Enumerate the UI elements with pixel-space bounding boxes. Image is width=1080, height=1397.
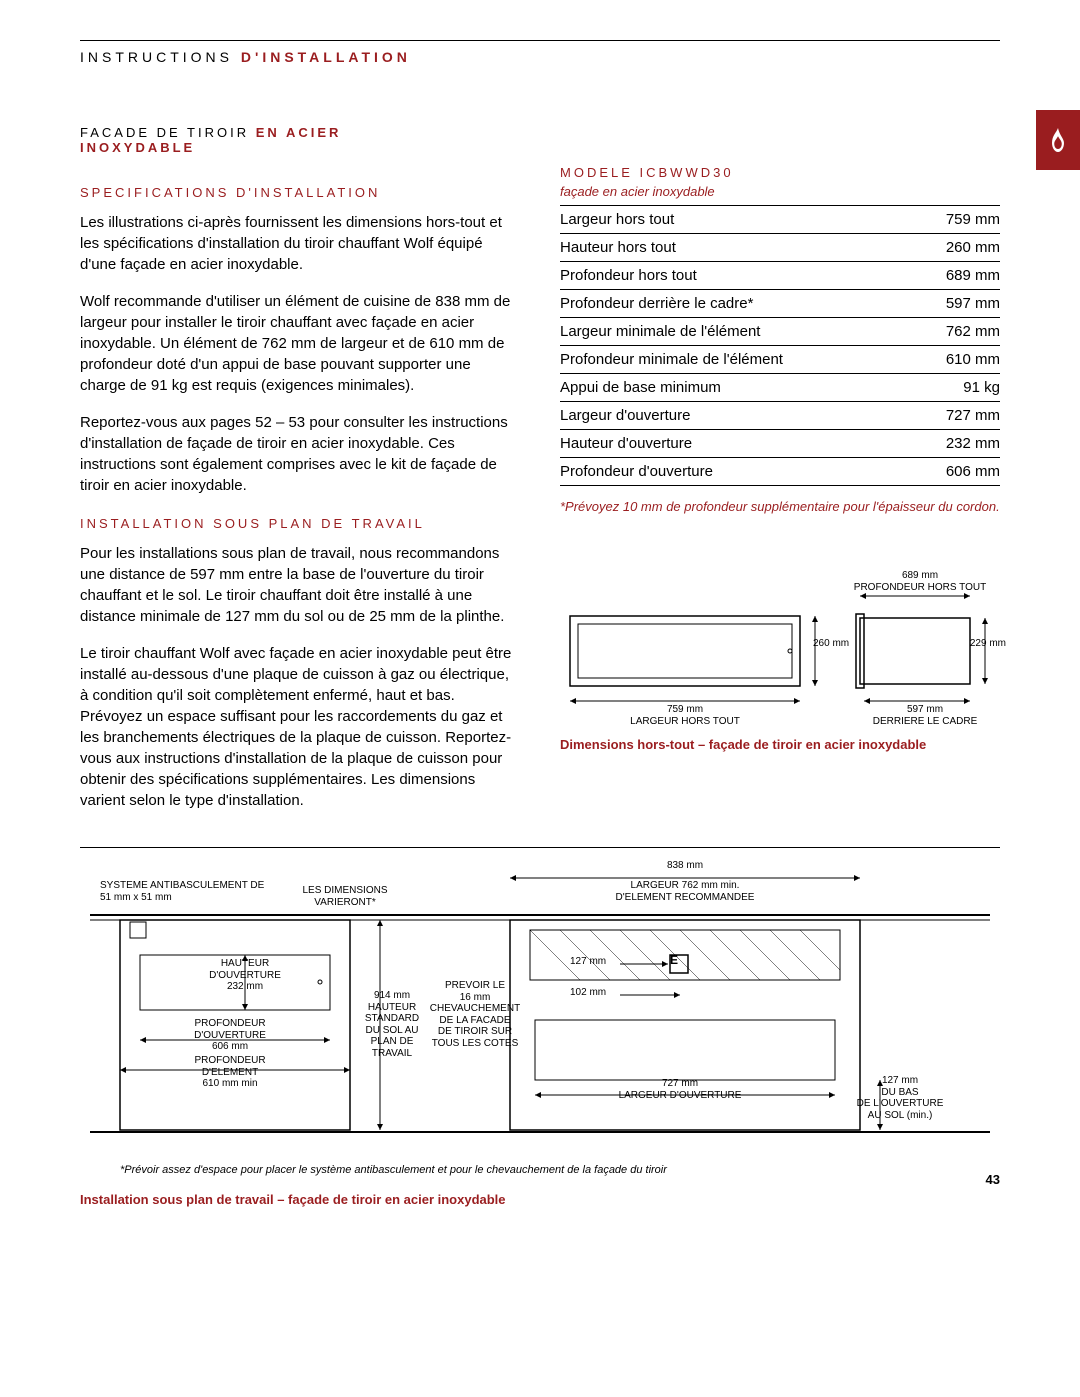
spec-value: 689 mm	[902, 262, 1000, 290]
table-row: Profondeur hors tout689 mm	[560, 262, 1000, 290]
d-top-right: 689 mmPROFONDEUR HORS TOUT	[850, 570, 990, 593]
d-727: 727 mmLARGEUR D'OUVERTURE	[580, 1078, 780, 1101]
d-bot-left: 759 mmLARGEUR HORS TOUT	[600, 704, 770, 727]
spec-value: 610 mm	[902, 346, 1000, 374]
header-left: INSTRUCTIONS	[80, 49, 233, 65]
spec-label: Profondeur d'ouverture	[560, 458, 902, 486]
d-dims-var: LES DIMENSIONSVARIERONT*	[290, 885, 400, 908]
spec-value: 727 mm	[902, 402, 1000, 430]
d-prevoir: PREVOIR LE16 mmCHEVAUCHEMENTDE LA FACADE…	[420, 980, 530, 1049]
spec-table: Largeur hors tout759 mmHauteur hors tout…	[560, 205, 1000, 486]
d-762: LARGEUR 762 mm min.D'ELEMENT RECOMMANDEE	[520, 880, 850, 903]
spec-label: Largeur d'ouverture	[560, 402, 902, 430]
d-prof-ouv: PROFONDEURD'OUVERTURE606 mm	[170, 1018, 290, 1053]
d-e: E	[670, 954, 678, 968]
table-row: Profondeur derrière le cadre*597 mm	[560, 290, 1000, 318]
model-subtitle: façade en acier inoxydable	[560, 184, 1000, 199]
para-1: Les illustrations ci-après fournissent l…	[80, 212, 520, 275]
d-bot-right: 597 mmDERRIERE LE CADRE	[870, 704, 980, 727]
install-heading: INSTALLATION SOUS PLAN DE TRAVAIL	[80, 516, 520, 531]
spec-label: Hauteur d'ouverture	[560, 430, 902, 458]
spec-label: Profondeur hors tout	[560, 262, 902, 290]
para-4: Pour les installations sous plan de trav…	[80, 543, 520, 627]
spec-value: 759 mm	[902, 206, 1000, 234]
spec-value: 91 kg	[902, 374, 1000, 402]
table-row: Hauteur d'ouverture232 mm	[560, 430, 1000, 458]
d-127bas: 127 mmDU BASDE L'OUVERTUREAU SOL (min.)	[840, 1075, 960, 1121]
para-5: Le tiroir chauffant Wolf avec façade en …	[80, 643, 520, 811]
d-antibas: SYSTEME ANTIBASCULEMENT DE51 mm x 51 mm	[100, 880, 300, 903]
table-row: Largeur minimale de l'élément762 mm	[560, 318, 1000, 346]
big-diagram-caption: Installation sous plan de travail – faça…	[80, 1192, 1000, 1207]
section-title: FACADE DE TIROIR EN ACIER INOXYDABLE	[80, 125, 1000, 155]
table-row: Largeur hors tout759 mm	[560, 206, 1000, 234]
spec-heading: SPECIFICATIONS D'INSTALLATION	[80, 185, 520, 200]
table-row: Hauteur hors tout260 mm	[560, 234, 1000, 262]
page-number: 43	[986, 1172, 1000, 1187]
d-102: 102 mm	[570, 987, 606, 999]
d-haut-ouv: HAUTEURD'OUVERTURE232 mm	[200, 958, 290, 993]
table-row: Appui de base minimum91 kg	[560, 374, 1000, 402]
d-right-h: 229 mm	[970, 638, 1006, 650]
spec-label: Largeur minimale de l'élément	[560, 318, 902, 346]
small-diagram: 689 mmPROFONDEUR HORS TOUT 260 mm 229 mm…	[560, 576, 1000, 754]
spec-value: 232 mm	[902, 430, 1000, 458]
spec-label: Profondeur minimale de l'élément	[560, 346, 902, 374]
small-diagram-caption: Dimensions hors-tout – façade de tiroir …	[560, 736, 1000, 754]
bottom-footnote: *Prévoir assez d'espace pour placer le s…	[80, 1164, 1000, 1176]
para-3: Reportez-vous aux pages 52 – 53 pour con…	[80, 412, 520, 496]
spec-footnote: *Prévoyez 10 mm de profondeur supplément…	[560, 498, 1000, 516]
spec-value: 762 mm	[902, 318, 1000, 346]
page-header: INSTRUCTIONS D'INSTALLATION	[80, 49, 1000, 65]
side-tab-flame-icon	[1036, 110, 1080, 170]
spec-label: Profondeur derrière le cadre*	[560, 290, 902, 318]
spec-label: Largeur hors tout	[560, 206, 902, 234]
d-left-h: 260 mm	[813, 638, 849, 650]
d-838: 838 mm	[520, 860, 850, 872]
spec-value: 597 mm	[902, 290, 1000, 318]
spec-label: Appui de base minimum	[560, 374, 902, 402]
d-127: 127 mm	[570, 956, 606, 968]
header-right: D'INSTALLATION	[241, 49, 411, 65]
spec-value: 606 mm	[902, 458, 1000, 486]
spec-label: Hauteur hors tout	[560, 234, 902, 262]
para-2: Wolf recommande d'utiliser un élément de…	[80, 291, 520, 396]
big-diagram: 838 mm LARGEUR 762 mm min.D'ELEMENT RECO…	[80, 860, 1000, 1160]
table-row: Largeur d'ouverture727 mm	[560, 402, 1000, 430]
table-row: Profondeur minimale de l'élément610 mm	[560, 346, 1000, 374]
spec-value: 260 mm	[902, 234, 1000, 262]
table-row: Profondeur d'ouverture606 mm	[560, 458, 1000, 486]
d-prof-elem: PROFONDEURD'ELEMENT610 mm min	[170, 1055, 290, 1090]
model-title: MODELE ICBWWD30	[560, 165, 1000, 180]
